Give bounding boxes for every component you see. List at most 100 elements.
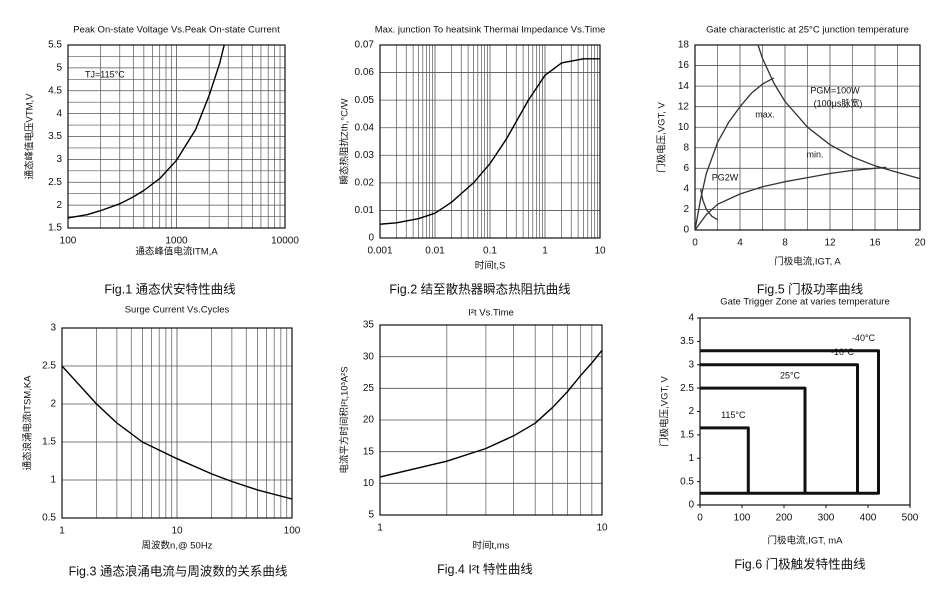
series-label: 25°C — [780, 371, 801, 381]
y-tick-label: 5 — [56, 63, 62, 74]
y-tick-label: 4 — [56, 108, 62, 119]
data-line — [757, 44, 921, 180]
y-tick-label: 1.5 — [48, 223, 62, 234]
x-axis-label: 时间t,S — [475, 260, 506, 272]
x-axis-label: 周波数n,@ 50Hz — [142, 540, 213, 552]
y-tick-label: 16 — [678, 60, 690, 71]
series-label: PG2W — [712, 172, 739, 182]
chart-title: Peak On-state Voltage Vs.Peak On-state C… — [73, 25, 280, 36]
y-tick-label: 20 — [363, 415, 375, 426]
data-line — [700, 349, 880, 495]
data-line — [699, 188, 718, 221]
plot-frame — [379, 44, 601, 239]
chart: Gate Trigger Zone at varies temperature F… — [659, 297, 919, 572]
y-tick-label: 35 — [363, 320, 375, 331]
y-tick-label: 3 — [56, 154, 62, 165]
data-line — [700, 426, 750, 494]
y-axis-label: 通态浪涌电流ITSM,KA — [22, 375, 34, 471]
y-tick-label: 0.07 — [355, 40, 375, 51]
data-line — [694, 77, 775, 231]
y-tick-label: 1.5 — [680, 430, 694, 441]
x-tick-label: 10 — [596, 523, 608, 534]
series-label: -10°C — [831, 347, 855, 357]
x-tick-label: 20 — [914, 238, 926, 249]
y-tick-label: 2 — [688, 406, 694, 417]
y-tick-label: 18 — [678, 40, 690, 51]
x-tick-label: 4 — [737, 238, 743, 249]
y-tick-label: 0 — [688, 500, 694, 511]
data-line — [379, 349, 603, 478]
y-tick-label: 0.04 — [355, 122, 375, 133]
y-axis-label: 门极电压,VGT, V — [656, 101, 668, 172]
x-tick-label: 500 — [902, 513, 919, 524]
y-tick-label: 0.06 — [355, 67, 375, 78]
x-axis-label: 门极电流,IGT, A — [774, 256, 841, 268]
x-tick-label: 16 — [869, 238, 881, 249]
x-tick-label: 10 — [171, 526, 183, 537]
plot-frame — [67, 44, 286, 229]
series-label: max. — [755, 109, 775, 119]
x-tick-label: 200 — [776, 513, 793, 524]
x-tick-label: 1 — [542, 246, 548, 257]
y-tick-label: 25 — [363, 383, 375, 394]
figure-caption: Fig.2 结至散热器瞬态热阻抗曲线 — [389, 281, 571, 296]
y-axis-label: 通态峰值电压VTM,V — [24, 93, 36, 180]
x-axis-label: 通态峰值电流ITM,A — [135, 246, 218, 258]
y-tick-label: 2 — [683, 204, 689, 215]
y-axis-label: 电流平方时间积I²t,10³A²S — [339, 366, 351, 473]
y-tick-label: 1 — [50, 475, 56, 486]
x-tick-label: 12 — [824, 238, 836, 249]
y-tick-label: 2 — [56, 200, 62, 211]
x-axis-label: 时间t,ms — [473, 540, 510, 552]
x-tick-label: 100 — [60, 236, 77, 247]
y-tick-label: 1 — [688, 453, 694, 464]
x-tick-label: 400 — [860, 513, 877, 524]
x-tick-label: 0 — [692, 238, 698, 249]
y-tick-label: 0.03 — [355, 150, 375, 161]
y-axis-label: 门极电压,VGT, V — [659, 375, 671, 446]
plot-frame — [61, 327, 293, 519]
chart: I²t Vs.Time Fig.4 I²t 特性曲线 时间t,ms 电流平方时间积I²… — [339, 308, 608, 577]
y-tick-label: 12 — [678, 101, 690, 112]
y-tick-label: 3 — [50, 323, 56, 334]
figure-caption: Fig.5 门极功率曲线 — [757, 281, 864, 296]
figure-caption: Fig.4 I²t 特性曲线 — [437, 561, 533, 576]
x-tick-label: 0.001 — [367, 246, 392, 257]
chart-title: Gate Trigger Zone at varies temperature — [720, 297, 890, 308]
annotation: TJ=115°C — [85, 69, 125, 79]
chart: Surge Current Vs.Cycles Fig.3 通态浪涌电流与周波数的… — [22, 305, 301, 579]
y-tick-label: 6 — [683, 163, 689, 174]
y-tick-label: 0 — [368, 233, 374, 244]
series-label: PGM=100W — [810, 85, 860, 95]
chart: Gate characteristic at 25°C junction tem… — [656, 25, 926, 297]
y-tick-label: 0.02 — [355, 177, 375, 188]
data-line — [61, 365, 293, 500]
x-tick-label: 0.01 — [425, 246, 445, 257]
data-line — [700, 386, 807, 494]
series-label: 115°C — [721, 410, 746, 420]
plot-frame — [379, 324, 603, 516]
y-tick-label: 10 — [363, 478, 375, 489]
data-line — [694, 166, 887, 231]
y-tick-label: 3 — [688, 359, 694, 370]
x-tick-label: 1 — [59, 526, 65, 537]
y-tick-label: 2.5 — [680, 383, 694, 394]
y-tick-label: 2 — [50, 399, 56, 410]
series-label: min. — [806, 149, 823, 159]
y-tick-label: 4.5 — [48, 85, 62, 96]
y-tick-label: 5 — [368, 510, 374, 521]
x-tick-label: 1 — [377, 523, 383, 534]
x-tick-label: 100 — [734, 513, 751, 524]
chart-title: Gate characteristic at 25°C junction tem… — [706, 25, 909, 36]
figure-caption: Fig.3 通态浪涌电流与周波数的关系曲线 — [69, 563, 288, 578]
y-tick-label: 10 — [678, 122, 690, 133]
y-tick-label: 15 — [363, 446, 375, 457]
y-tick-label: 2.5 — [42, 361, 56, 372]
x-tick-label: 0.1 — [483, 246, 497, 257]
x-tick-label: 0 — [697, 513, 703, 524]
y-tick-label: 0 — [683, 225, 689, 236]
y-tick-label: 0.5 — [680, 476, 694, 487]
y-tick-label: 2.5 — [48, 177, 62, 188]
figure-caption: Fig.1 通态伏安特性曲线 — [104, 281, 236, 296]
